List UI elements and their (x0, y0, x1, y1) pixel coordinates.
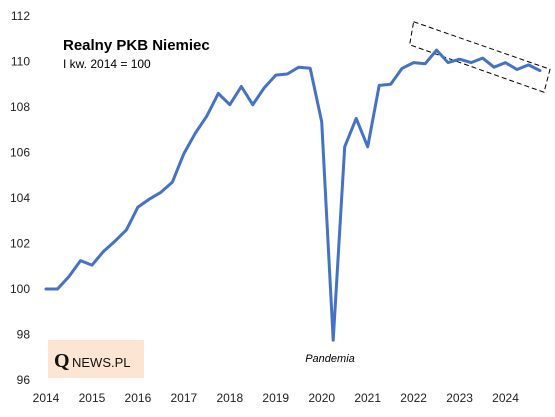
x-tick-label: 2021 (354, 391, 381, 405)
qnews-logo: Q NEWS.PL (48, 340, 144, 378)
chart-title: Realny PKB Niemiec (63, 37, 210, 54)
logo-text: NEWS.PL (72, 355, 131, 370)
x-tick-label: 2016 (125, 391, 152, 405)
x-tick-label: 2024 (492, 391, 519, 405)
x-tick-label: 2018 (216, 391, 243, 405)
gdp-series-points (44, 48, 542, 342)
x-tick-label: 2022 (400, 391, 427, 405)
logo-background (48, 340, 144, 378)
gdp-series-line (44, 48, 542, 342)
chart-subtitle: I kw. 2014 = 100 (63, 57, 151, 71)
y-tick-label: 100 (10, 282, 30, 296)
x-tick-label: 2017 (171, 391, 198, 405)
y-tick-label: 96 (17, 373, 31, 387)
y-tick-label: 108 (10, 100, 30, 114)
y-tick-label: 106 (10, 146, 30, 160)
pandemic-annotation: Pandemia (305, 353, 355, 365)
y-axis-ticks: 96 98 100 102 104 106 108 110 112 (10, 9, 30, 387)
x-tick-label: 2014 (33, 391, 60, 405)
y-tick-label: 98 (17, 328, 31, 342)
y-tick-label: 104 (10, 191, 30, 205)
x-tick-label: 2019 (262, 391, 289, 405)
highlight-box (409, 21, 551, 93)
x-tick-label: 2015 (79, 391, 106, 405)
x-axis-ticks: 2014 2015 2016 2017 2018 2019 2020 2021 2022 2023… (33, 391, 520, 405)
y-tick-label: 110 (11, 55, 30, 69)
logo-letter: Q (54, 350, 70, 372)
y-tick-label: 102 (10, 237, 30, 251)
y-tick-label: 112 (11, 9, 30, 23)
x-tick-label: 2023 (446, 391, 473, 405)
x-tick-label: 2020 (308, 391, 335, 405)
